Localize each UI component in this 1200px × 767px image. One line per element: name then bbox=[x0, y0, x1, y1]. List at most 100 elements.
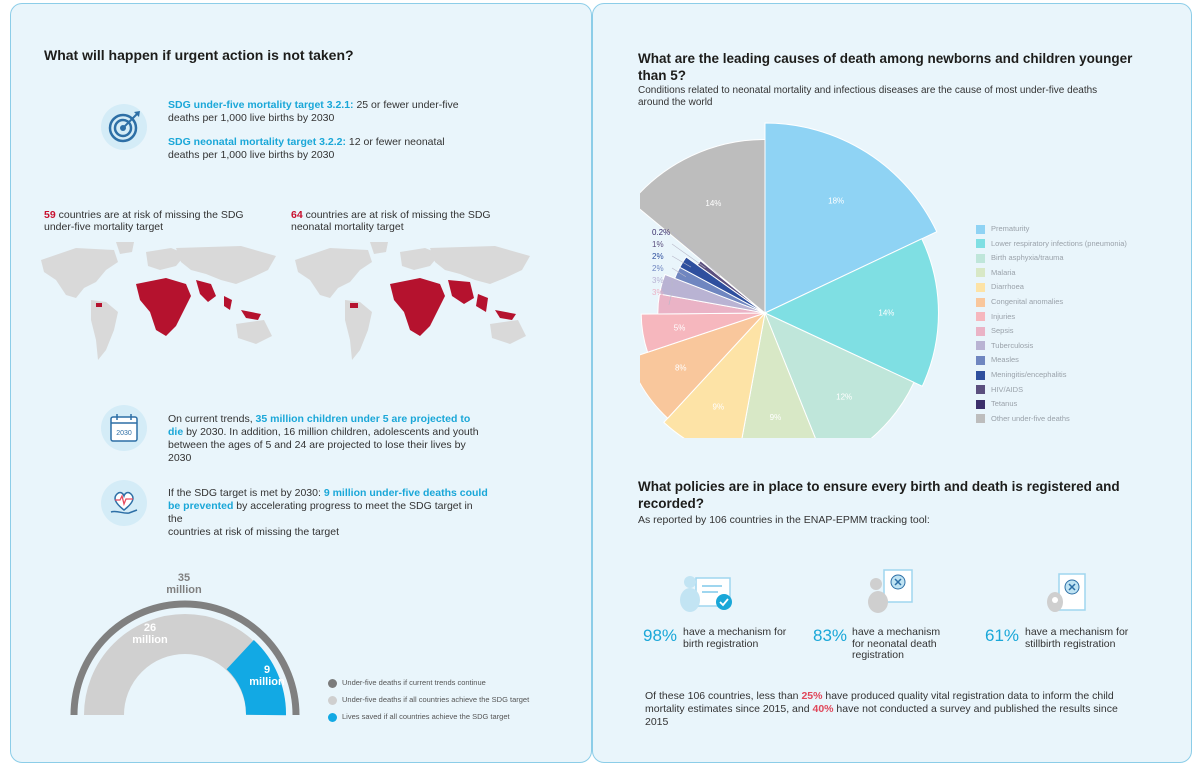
pie-legend-item: Congenital anomalies bbox=[976, 297, 1063, 307]
gauge-saved-unit: million bbox=[249, 676, 285, 688]
target-icon bbox=[101, 104, 147, 150]
left-heading: What will happen if urgent action is not… bbox=[44, 47, 354, 63]
pie-legend-label: Tuberculosis bbox=[991, 340, 1034, 350]
policy-heading: What policies are in place to ensure eve… bbox=[638, 479, 1120, 511]
gauge-legend: Under-five deaths if current trends cont… bbox=[328, 678, 529, 722]
neonatal-death-icon bbox=[868, 569, 913, 613]
pie-slice bbox=[741, 311, 816, 438]
map2-title: 64 countries are at risk of missing the … bbox=[291, 209, 491, 233]
pie-legend-item: Diarrhoea bbox=[976, 282, 1024, 292]
pie-slice bbox=[640, 312, 766, 353]
legend-swatch-icon bbox=[976, 326, 985, 336]
legend-dot-icon bbox=[328, 712, 337, 722]
legend-swatch-icon bbox=[976, 282, 985, 292]
world-map-under-five bbox=[41, 242, 276, 360]
pie-legend-label: Sepsis bbox=[991, 326, 1014, 336]
pie-slice bbox=[640, 312, 766, 419]
legend-swatch-icon bbox=[976, 341, 985, 351]
pie-legend-label: Injuries bbox=[991, 311, 1016, 321]
deaths-gauge: 35 million 26 million 9 million bbox=[70, 572, 300, 716]
pie-legend-label: Birth asphyxia/trauma bbox=[991, 253, 1064, 263]
pie-legend-label: Congenital anomalies bbox=[991, 297, 1064, 306]
pie-slice-label: 18% bbox=[828, 197, 844, 206]
policy-footer: Of these 106 countries, less than 25% ha… bbox=[645, 690, 1118, 728]
legend-swatch-icon bbox=[976, 268, 985, 278]
legend-swatch-icon bbox=[976, 239, 985, 249]
pie-slice-label: 14% bbox=[705, 199, 721, 208]
target2-text: SDG neonatal mortality target 3.2.2: 12 … bbox=[168, 136, 445, 161]
world-map-neonatal bbox=[295, 242, 530, 360]
gauge-legend-item: Under-five deaths if current trends cont… bbox=[328, 678, 529, 688]
policy-subheading: As reported by 106 countries in the ENAP… bbox=[638, 514, 930, 526]
pie-slice-label: 9% bbox=[713, 402, 725, 411]
pie-legend-item: Measles bbox=[976, 355, 1019, 365]
calendar-year-label: 2030 bbox=[116, 430, 132, 437]
pie-slice-label: 9% bbox=[770, 413, 782, 422]
legend-dot-icon bbox=[328, 678, 337, 688]
pie-slice-label: 1% bbox=[652, 240, 664, 249]
legend-swatch-icon bbox=[976, 385, 985, 395]
gauge-inner-value: 26 bbox=[144, 622, 156, 634]
pie-slice bbox=[763, 238, 939, 387]
gauge-outer-unit: million bbox=[166, 584, 202, 596]
pie-legend-item: Birth asphyxia/trauma bbox=[976, 253, 1064, 263]
pie-slice-label: 3% bbox=[652, 288, 664, 297]
target1-text: SDG under-five mortality target 3.2.1: 2… bbox=[168, 99, 459, 124]
pie-legend-label: Measles bbox=[991, 355, 1019, 365]
pie-legend-label: HIV/AIDS bbox=[991, 384, 1024, 394]
gauge-legend-item: Under-five deaths if all countries achie… bbox=[328, 695, 529, 705]
leader-line bbox=[671, 243, 706, 269]
pie-slice-label: 0.2% bbox=[652, 228, 670, 237]
causes-subheading: Conditions related to neonatal mortality… bbox=[638, 85, 1098, 108]
legend-swatch-icon bbox=[976, 253, 985, 263]
pie-legend-label: Tetanus bbox=[991, 399, 1018, 409]
gauge-outer-value: 35 bbox=[178, 572, 190, 584]
trend-text: On current trends, 35 million children u… bbox=[168, 413, 479, 464]
pie-slice bbox=[764, 312, 915, 438]
legend-swatch-icon bbox=[976, 355, 985, 365]
pie-slice-label: 5% bbox=[674, 323, 686, 332]
neonatal-death-percent: 83% bbox=[813, 626, 848, 645]
legend-dot-icon bbox=[328, 695, 337, 705]
birth-registration-label: have a mechanism for birth registration bbox=[683, 626, 787, 650]
sdg-met-text: If the SDG target is met by 2030: 9 mill… bbox=[168, 487, 488, 538]
stillbirth-percent: 61% bbox=[985, 626, 1020, 645]
pie-slice-label: 8% bbox=[675, 363, 687, 372]
pie-legend-label: Lower respiratory infections (pneumonia) bbox=[991, 238, 1127, 248]
pie-legend-item: Meningitis/encephalitis bbox=[976, 370, 1066, 380]
pie-legend-label: Malaria bbox=[991, 267, 1016, 277]
gauge-inner-unit: million bbox=[132, 634, 168, 646]
legend-swatch-icon bbox=[976, 399, 985, 409]
pie-legend-label: Diarrhoea bbox=[991, 282, 1024, 292]
pie-legend-item: Tetanus bbox=[976, 399, 1017, 409]
birth-registration-percent: 98% bbox=[643, 626, 678, 645]
pie-slice-label: 3% bbox=[652, 276, 664, 285]
pie-legend-item: Injuries bbox=[976, 312, 1015, 322]
leader-line bbox=[671, 231, 721, 277]
neonatal-death-label: have a mechanism for neonatal death regist… bbox=[852, 626, 941, 661]
legend-swatch-icon bbox=[976, 297, 985, 307]
gauge-saved-value: 9 bbox=[264, 664, 270, 676]
legend-swatch-icon bbox=[976, 224, 985, 234]
leader-line bbox=[671, 255, 692, 268]
pie-legend-item: Other under-five deaths bbox=[976, 414, 1070, 424]
pie-slice-label: 12% bbox=[836, 392, 852, 401]
pie-legend-item: Sepsis bbox=[976, 326, 1014, 336]
pie-slice bbox=[663, 311, 766, 438]
pie-slice-label: 2% bbox=[652, 252, 664, 261]
pie-legend-item: Prematurity bbox=[976, 224, 1029, 234]
pie-slice-label: 14% bbox=[878, 309, 894, 318]
gauge-legend-item: Lives saved if all countries achieve the… bbox=[328, 712, 529, 722]
pie-legend-item: Lower respiratory infections (pneumonia) bbox=[976, 239, 1127, 249]
gauge-saved-arc bbox=[226, 639, 286, 716]
pie-legend-item: Malaria bbox=[976, 268, 1016, 278]
legend-swatch-icon bbox=[976, 414, 985, 424]
stillbirth-icon bbox=[1047, 573, 1086, 612]
calendar-icon: 2030 bbox=[101, 405, 147, 451]
pie-legend-label: Prematurity bbox=[991, 224, 1030, 233]
gauge-outer-arc bbox=[70, 600, 300, 716]
pie-slice bbox=[764, 122, 938, 314]
leader-line bbox=[668, 291, 673, 305]
pie-legend-label: Other under-five deaths bbox=[991, 413, 1070, 423]
causes-heading: What are the leading causes of death amo… bbox=[638, 51, 1133, 83]
